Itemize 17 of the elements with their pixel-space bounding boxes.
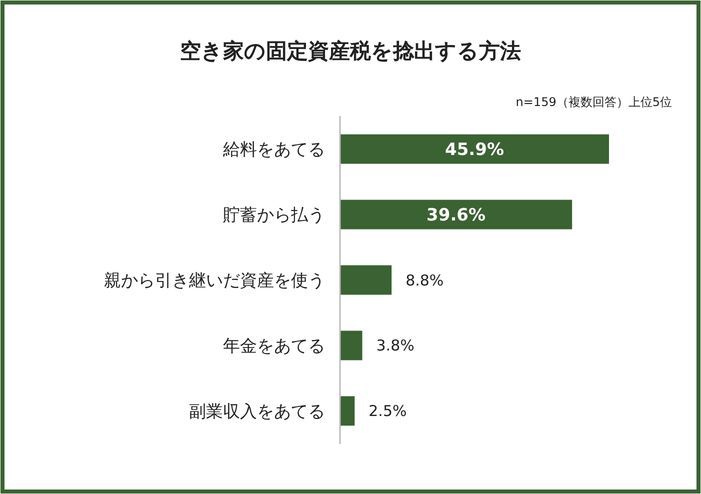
bar (340, 330, 362, 360)
y-tick-label: 親から引き継いだ資産を使う (104, 270, 325, 291)
y-tick-label: 年金をあてる (223, 336, 325, 356)
y-tick-label: 貯蓄から払う (223, 205, 325, 226)
data-label: 39.6% (426, 205, 486, 226)
y-tick-label: 副業収入をあてる (189, 402, 325, 422)
data-label: 3.8% (376, 336, 414, 355)
data-label: 45.9% (445, 140, 504, 160)
chart-subtitle: n=159（複数回答）上位5位 (516, 95, 672, 109)
bar (340, 396, 355, 426)
bar (340, 265, 392, 295)
data-label: 8.8% (406, 271, 444, 290)
bar (340, 200, 572, 230)
y-tick-label: 給料をあてる (222, 140, 325, 160)
data-label: 2.5% (368, 402, 407, 420)
chart-title: 空き家の固定資産税を捻出する方法 (180, 39, 521, 63)
bar (340, 134, 609, 164)
